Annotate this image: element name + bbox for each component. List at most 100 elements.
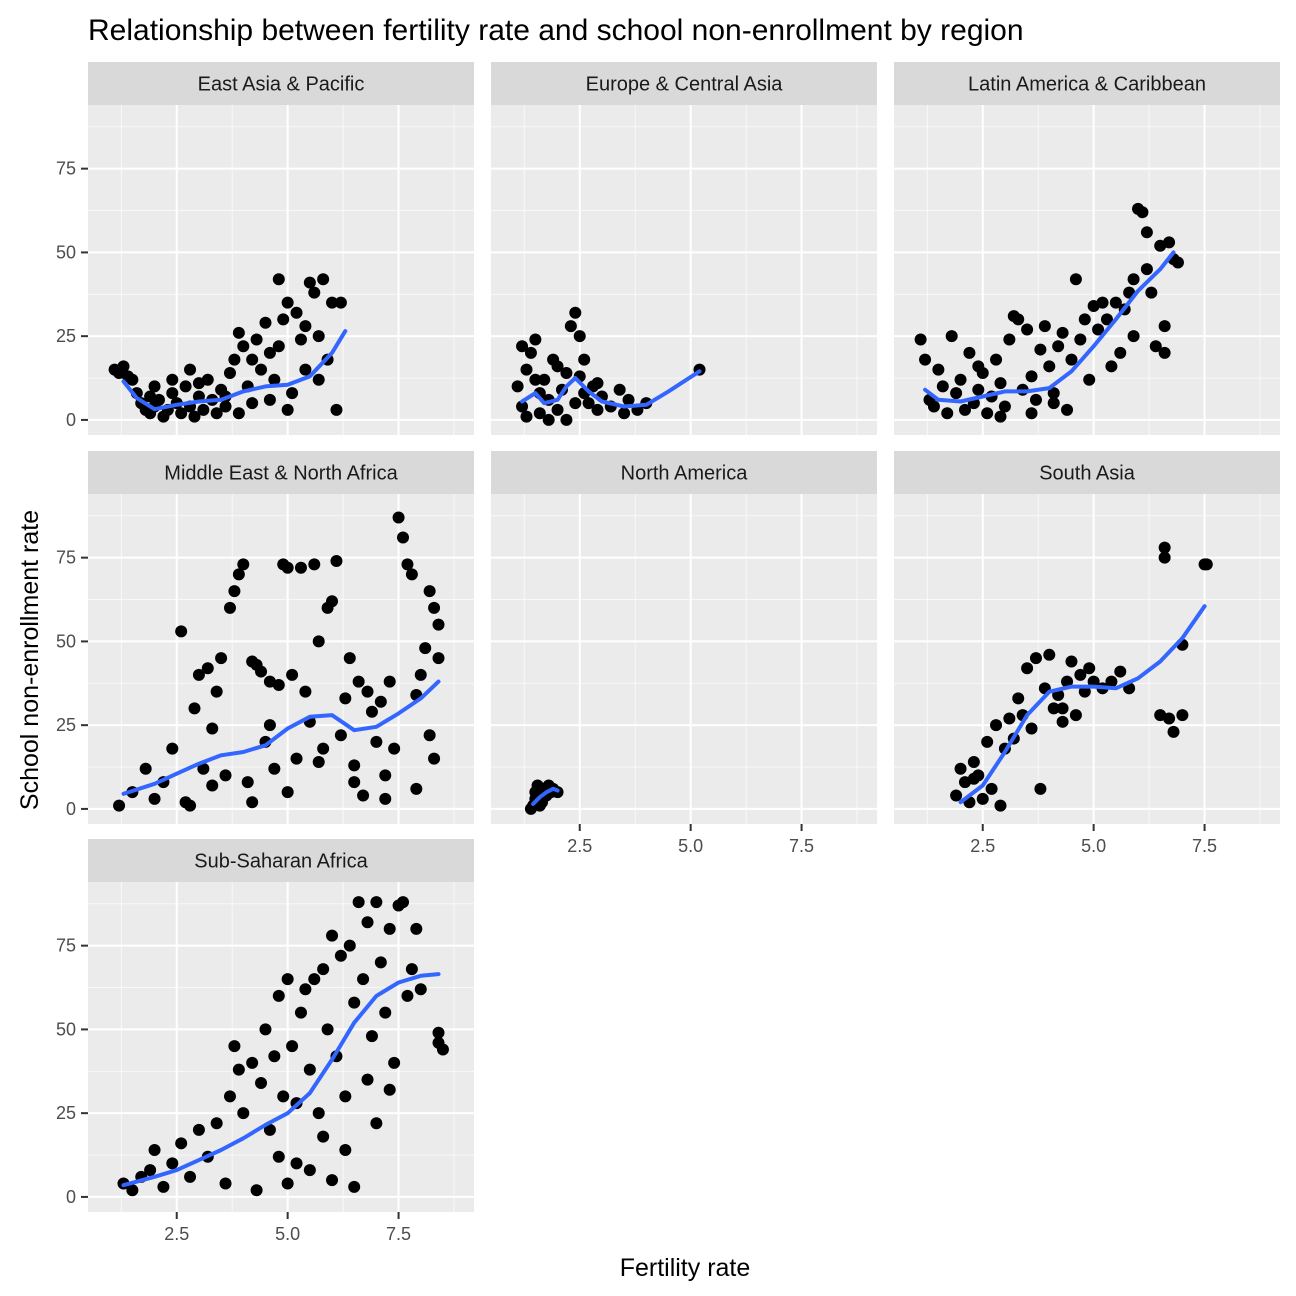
data-point (326, 929, 339, 942)
data-point (312, 373, 325, 386)
data-point (272, 1150, 285, 1163)
data-point (290, 306, 303, 319)
data-point (281, 786, 294, 799)
data-point (1158, 320, 1171, 333)
y-tick-label: 25 (56, 715, 76, 735)
data-point (1171, 256, 1184, 269)
data-point (1069, 273, 1082, 286)
data-point (330, 555, 343, 568)
data-point (348, 759, 361, 772)
data-point (1047, 387, 1060, 400)
data-point (560, 367, 573, 380)
data-point (423, 729, 436, 742)
data-point (232, 568, 245, 581)
data-point (294, 333, 307, 346)
data-point (299, 320, 312, 333)
y-tick-label: 75 (56, 159, 76, 179)
data-point (281, 403, 294, 416)
data-point (281, 561, 294, 574)
data-point (348, 996, 361, 1009)
data-point (281, 973, 294, 986)
data-point (1140, 226, 1153, 239)
facet-strip-label: North America (621, 463, 749, 485)
y-tick-label: 50 (56, 242, 76, 262)
data-point (569, 397, 582, 410)
data-point (388, 1056, 401, 1069)
data-point (268, 373, 281, 386)
data-point (1021, 662, 1034, 675)
data-point (1029, 393, 1042, 406)
data-point (538, 373, 551, 386)
data-point (166, 742, 179, 755)
facet-strip-label: Middle East & North Africa (164, 463, 398, 485)
data-point (967, 772, 980, 785)
data-point (144, 390, 157, 403)
data-point (308, 558, 321, 571)
data-point (1078, 313, 1091, 326)
data-point (1154, 709, 1167, 722)
data-point (578, 353, 591, 366)
data-point (1038, 320, 1051, 333)
data-point (348, 1180, 361, 1193)
data-point (379, 769, 392, 782)
data-point (428, 752, 441, 765)
data-point (317, 273, 330, 286)
data-point (370, 896, 383, 909)
data-point (286, 1040, 299, 1053)
data-point (343, 939, 356, 952)
y-tick-label: 0 (66, 410, 76, 430)
data-point (215, 652, 228, 665)
data-point (272, 989, 285, 1002)
data-point (990, 353, 1003, 366)
facet-latin-america-and-caribbean: Latin America & Caribbean (894, 62, 1280, 435)
facet-east-asia-and-pacific: East Asia & Pacific 0 25 50 75 (56, 62, 474, 435)
data-point (985, 782, 998, 795)
data-point (392, 511, 405, 524)
data-point (370, 1117, 383, 1130)
data-point (1012, 313, 1025, 326)
data-point (919, 353, 932, 366)
data-point (511, 380, 524, 393)
data-point (1158, 541, 1171, 554)
data-point (1127, 273, 1140, 286)
data-point (410, 922, 423, 935)
facet-strip (491, 451, 877, 494)
smooth-trend-line (121, 329, 348, 412)
facet-panels: East Asia & Pacific 0 25 50 75 Europe & Centr… (56, 62, 1280, 1244)
data-point (1176, 709, 1189, 722)
data-point (1025, 370, 1038, 383)
data-point (228, 585, 241, 598)
data-point (303, 1063, 316, 1076)
data-point (1114, 346, 1127, 359)
data-point (1083, 662, 1096, 675)
data-point (139, 762, 152, 775)
data-point (529, 333, 542, 346)
data-point (618, 407, 631, 420)
data-point (551, 360, 564, 373)
data-point (950, 387, 963, 400)
data-point (308, 973, 321, 986)
y-axis-title: School non-enrollment rate (16, 510, 44, 810)
data-point (290, 1157, 303, 1170)
data-point (1167, 725, 1180, 738)
data-point (564, 320, 577, 333)
data-point (250, 1184, 263, 1197)
facet-strip (88, 839, 474, 882)
data-point (246, 1056, 259, 1069)
x-tick-label: 7.5 (789, 836, 814, 856)
data-point (542, 413, 555, 426)
data-point (326, 1174, 339, 1187)
facet-strip-label: Sub-Saharan Africa (194, 851, 368, 873)
data-point (405, 568, 418, 581)
data-point (533, 407, 546, 420)
data-point (148, 380, 161, 393)
data-point (219, 769, 232, 782)
data-point (520, 363, 533, 376)
data-point (551, 403, 564, 416)
data-point (529, 373, 542, 386)
data-point (326, 296, 339, 309)
data-point (591, 377, 604, 390)
data-point (184, 363, 197, 376)
y-tick-label: 50 (56, 631, 76, 651)
